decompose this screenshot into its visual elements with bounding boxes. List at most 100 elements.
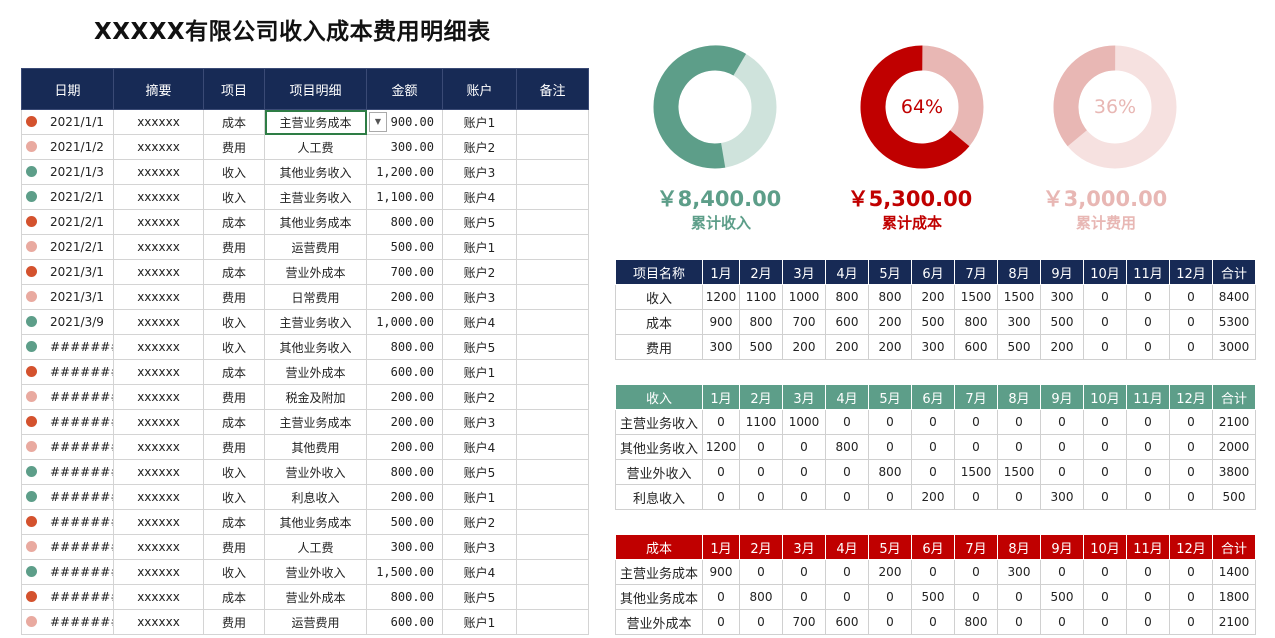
month-value-cell[interactable]: 0: [1169, 559, 1213, 585]
row-total-cell[interactable]: 1400: [1212, 559, 1256, 585]
month-value-cell[interactable]: 0: [1169, 409, 1213, 435]
detail-cell[interactable]: 运营费用: [264, 234, 367, 260]
note-cell[interactable]: [516, 259, 589, 285]
month-value-cell[interactable]: 300: [911, 334, 955, 360]
item-cell[interactable]: 费用: [203, 534, 265, 560]
date-cell[interactable]: 2021/1/3: [21, 159, 114, 185]
month-value-cell[interactable]: 0: [1083, 284, 1127, 310]
summary-cell[interactable]: xxxxxx: [113, 109, 204, 135]
month-value-cell[interactable]: 200: [868, 309, 912, 335]
month-value-cell[interactable]: 200: [911, 484, 955, 510]
item-cell[interactable]: 费用: [203, 384, 265, 410]
month-value-cell[interactable]: 500: [1040, 584, 1084, 610]
account-cell[interactable]: 账户1: [442, 234, 517, 260]
row-label[interactable]: 其他业务成本: [615, 584, 703, 610]
account-cell[interactable]: 账户1: [442, 109, 517, 135]
month-value-cell[interactable]: 0: [825, 409, 869, 435]
amount-cell[interactable]: 500.00: [366, 234, 443, 260]
month-value-cell[interactable]: 0: [1083, 584, 1127, 610]
month-value-cell[interactable]: 0: [739, 484, 783, 510]
row-total-cell[interactable]: 3000: [1212, 334, 1256, 360]
amount-cell[interactable]: 800.00: [366, 584, 443, 610]
summary-cell[interactable]: xxxxxx: [113, 584, 204, 610]
account-cell[interactable]: 账户4: [442, 184, 517, 210]
row-total-cell[interactable]: 500: [1212, 484, 1256, 510]
month-value-cell[interactable]: 1000: [782, 409, 826, 435]
month-value-cell[interactable]: 0: [911, 609, 955, 635]
detail-cell[interactable]: 主营业务成本: [264, 409, 367, 435]
item-cell[interactable]: 收入: [203, 559, 265, 585]
item-cell[interactable]: 成本: [203, 109, 265, 135]
month-value-cell[interactable]: 900: [702, 309, 740, 335]
row-label[interactable]: 营业外收入: [615, 459, 703, 485]
note-cell[interactable]: [516, 534, 589, 560]
detail-cell[interactable]: 营业外成本: [264, 259, 367, 285]
month-value-cell[interactable]: 0: [868, 609, 912, 635]
amount-cell[interactable]: 200.00: [366, 484, 443, 510]
note-cell[interactable]: [516, 334, 589, 360]
account-cell[interactable]: 账户2: [442, 134, 517, 160]
detail-cell[interactable]: 主营业务收入: [264, 184, 367, 210]
month-value-cell[interactable]: 0: [954, 559, 998, 585]
row-label[interactable]: 利息收入: [615, 484, 703, 510]
month-value-cell[interactable]: 0: [954, 484, 998, 510]
date-cell[interactable]: ########: [21, 459, 114, 485]
summary-cell[interactable]: xxxxxx: [113, 384, 204, 410]
month-value-cell[interactable]: 0: [702, 459, 740, 485]
item-cell[interactable]: 成本: [203, 584, 265, 610]
row-label[interactable]: 主营业务收入: [615, 409, 703, 435]
month-value-cell[interactable]: 0: [825, 584, 869, 610]
month-value-cell[interactable]: 0: [911, 434, 955, 460]
account-cell[interactable]: 账户1: [442, 484, 517, 510]
summary-cell[interactable]: xxxxxx: [113, 434, 204, 460]
dropdown-arrow-icon[interactable]: ▼: [369, 112, 387, 132]
date-cell[interactable]: ########: [21, 559, 114, 585]
month-value-cell[interactable]: 0: [911, 459, 955, 485]
month-value-cell[interactable]: 600: [954, 334, 998, 360]
month-value-cell[interactable]: 0: [825, 484, 869, 510]
month-value-cell[interactable]: 1200: [702, 434, 740, 460]
month-value-cell[interactable]: 800: [739, 584, 783, 610]
month-value-cell[interactable]: 0: [825, 559, 869, 585]
detail-cell[interactable]: 运营费用: [264, 609, 367, 635]
note-cell[interactable]: [516, 584, 589, 610]
month-value-cell[interactable]: 0: [911, 559, 955, 585]
month-value-cell[interactable]: 0: [782, 559, 826, 585]
item-cell[interactable]: 收入: [203, 159, 265, 185]
month-value-cell[interactable]: 0: [1169, 434, 1213, 460]
month-value-cell[interactable]: 0: [702, 409, 740, 435]
detail-cell[interactable]: 主营业务收入: [264, 309, 367, 335]
date-cell[interactable]: ########: [21, 409, 114, 435]
note-cell[interactable]: [516, 284, 589, 310]
month-value-cell[interactable]: 0: [1083, 409, 1127, 435]
month-value-cell[interactable]: 0: [702, 609, 740, 635]
amount-cell[interactable]: 300.00: [366, 534, 443, 560]
month-value-cell[interactable]: 300: [997, 559, 1041, 585]
month-value-cell[interactable]: 0: [1083, 334, 1127, 360]
account-cell[interactable]: 账户3: [442, 409, 517, 435]
amount-cell[interactable]: 700.00: [366, 259, 443, 285]
row-total-cell[interactable]: 2100: [1212, 409, 1256, 435]
month-value-cell[interactable]: 0: [868, 434, 912, 460]
amount-cell[interactable]: 1,000.00: [366, 309, 443, 335]
month-value-cell[interactable]: 0: [1083, 434, 1127, 460]
note-cell[interactable]: [516, 434, 589, 460]
account-cell[interactable]: 账户2: [442, 384, 517, 410]
date-cell[interactable]: ########: [21, 434, 114, 460]
month-value-cell[interactable]: 0: [1169, 484, 1213, 510]
month-value-cell[interactable]: 0: [997, 484, 1041, 510]
month-value-cell[interactable]: 0: [954, 434, 998, 460]
month-value-cell[interactable]: 500: [739, 334, 783, 360]
detail-cell-selected[interactable]: 主营业务成本 ▼: [264, 109, 387, 135]
amount-cell[interactable]: 800.00: [366, 334, 443, 360]
month-value-cell[interactable]: 0: [1040, 609, 1084, 635]
month-value-cell[interactable]: 0: [825, 459, 869, 485]
item-cell[interactable]: 费用: [203, 434, 265, 460]
row-label[interactable]: 主营业务成本: [615, 559, 703, 585]
month-value-cell[interactable]: 0: [1126, 334, 1170, 360]
account-cell[interactable]: 账户4: [442, 309, 517, 335]
amount-cell[interactable]: 200.00: [366, 284, 443, 310]
item-cell[interactable]: 收入: [203, 484, 265, 510]
summary-cell[interactable]: xxxxxx: [113, 234, 204, 260]
note-cell[interactable]: [516, 409, 589, 435]
